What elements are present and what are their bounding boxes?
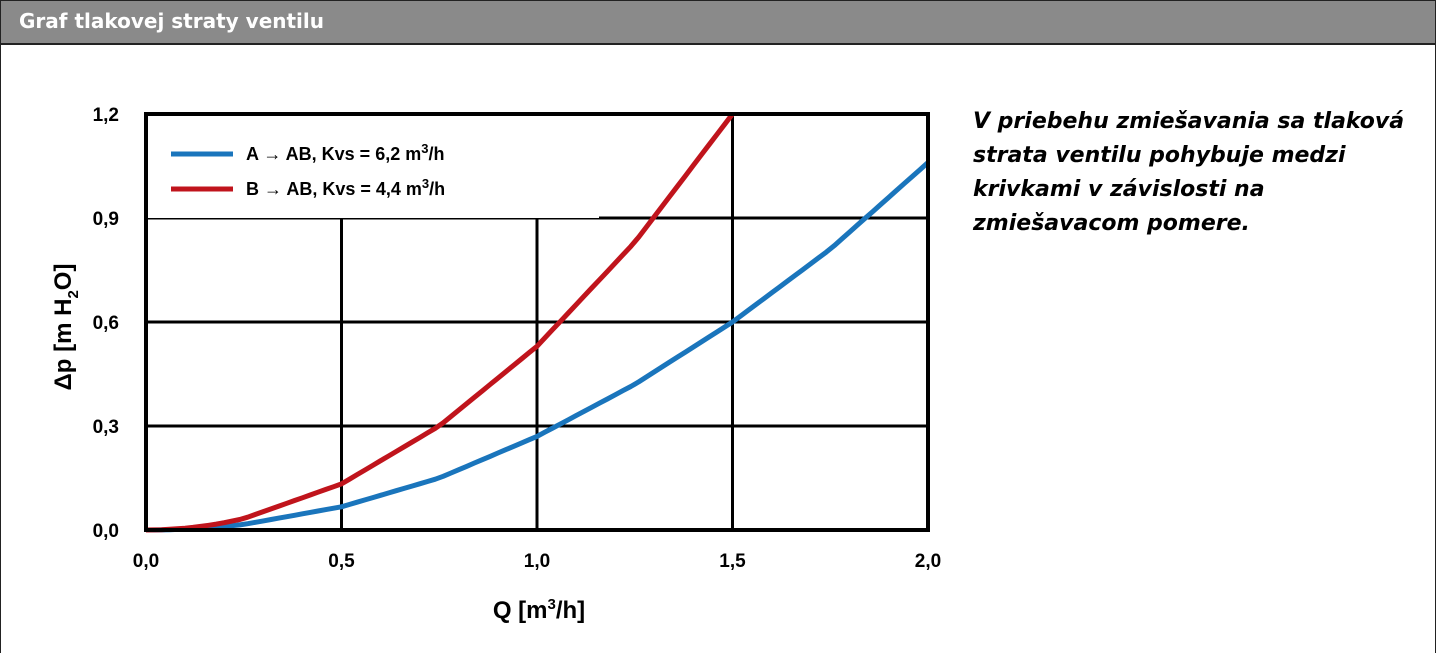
legend-label-b: B → AB, Kvs = 4,4 m3/h (246, 176, 445, 199)
y-tick-label: 0,6 (93, 313, 119, 334)
x-tick-label: 1,5 (719, 551, 746, 572)
series-line-a (146, 160, 930, 533)
x-tick-labels: 0,0 0,5 1,0 1,5 2,0 (133, 551, 941, 572)
y-axis-label: Δp [m H2O] (50, 264, 82, 391)
pressure-loss-chart: A → AB, Kvs = 6,2 m3/h B → AB, Kvs = 4,4 … (50, 105, 941, 624)
x-tick-label: 2,0 (915, 551, 941, 572)
chart-series (145, 112, 930, 533)
x-tick-label: 0,0 (133, 551, 159, 572)
y-tick-label: 0,9 (93, 209, 119, 230)
panel-header: Graf tlakovej straty ventilu (1, 1, 1435, 45)
panel-title: Graf tlakovej straty ventilu (19, 9, 325, 33)
x-tick-label: 0,5 (328, 551, 355, 572)
y-tick-label: 0,3 (93, 417, 119, 438)
chart-legend: A → AB, Kvs = 6,2 m3/h B → AB, Kvs = 4,4 … (148, 116, 599, 218)
legend-box (148, 116, 599, 218)
y-tick-label: 0,0 (93, 521, 119, 542)
series-line-b (145, 112, 735, 533)
y-tick-labels: 0,0 0,3 0,6 0,9 1,2 (93, 105, 119, 542)
legend-label-a: A → AB, Kvs = 6,2 m3/h (246, 141, 444, 164)
y-tick-label: 1,2 (93, 105, 119, 126)
x-tick-label: 1,0 (524, 551, 550, 572)
plot-frame (144, 112, 930, 532)
mixing-note: V priebehu zmiešavania sa tlaková strata… (973, 109, 1405, 236)
x-axis-label: Q [m3/h] (493, 596, 585, 624)
